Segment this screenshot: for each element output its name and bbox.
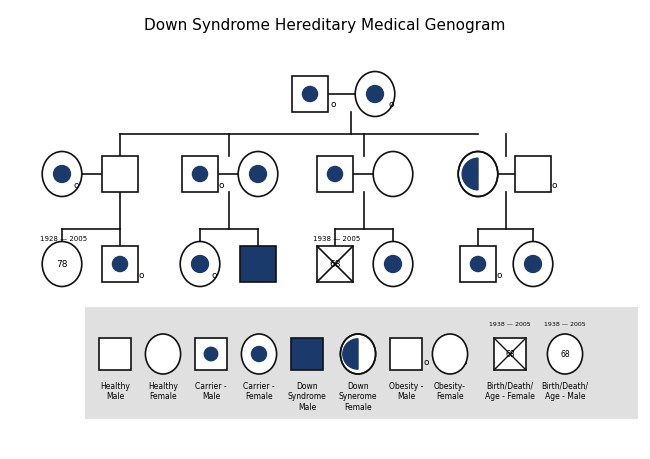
Circle shape (385, 256, 402, 273)
Text: Down
Syndrome
Male: Down Syndrome Male (287, 381, 326, 411)
Wedge shape (462, 159, 478, 190)
Text: 1928 — 2005: 1928 — 2005 (40, 235, 88, 242)
Ellipse shape (514, 242, 552, 287)
Bar (317, 246, 353, 282)
Bar (182, 157, 218, 193)
Ellipse shape (458, 152, 498, 197)
Ellipse shape (146, 334, 181, 374)
Text: o: o (73, 181, 79, 190)
Circle shape (252, 347, 266, 362)
Circle shape (367, 86, 384, 103)
Ellipse shape (241, 334, 277, 374)
Circle shape (250, 166, 266, 183)
Ellipse shape (238, 152, 278, 197)
Text: Obesity-
Female: Obesity- Female (434, 381, 466, 401)
Circle shape (192, 256, 209, 273)
Text: o: o (551, 181, 557, 190)
Bar (99, 338, 131, 370)
Text: Healthy
Male: Healthy Male (100, 381, 130, 401)
Text: o: o (423, 358, 429, 367)
Text: o: o (138, 271, 144, 280)
Text: 78: 78 (57, 260, 68, 269)
Circle shape (302, 87, 318, 102)
Bar (292, 77, 328, 113)
Ellipse shape (373, 242, 413, 287)
Bar (240, 246, 276, 282)
Ellipse shape (355, 73, 395, 117)
Text: Down
Synerome
Female: Down Synerome Female (339, 381, 377, 411)
Text: 68: 68 (505, 350, 515, 359)
Ellipse shape (180, 242, 220, 287)
Bar (317, 157, 353, 193)
Text: Carrier -
Female: Carrier - Female (243, 381, 275, 401)
Bar (102, 157, 138, 193)
Text: Obesity -
Male: Obesity - Male (389, 381, 423, 401)
Text: o: o (388, 100, 393, 109)
Text: 68: 68 (560, 350, 570, 359)
Text: Birth/Death/
Age - Male: Birth/Death/ Age - Male (541, 381, 588, 401)
Ellipse shape (373, 152, 413, 197)
Circle shape (525, 256, 541, 273)
Text: o: o (218, 181, 224, 190)
Circle shape (471, 257, 486, 272)
Bar (291, 338, 323, 370)
Text: o: o (496, 271, 502, 280)
Circle shape (53, 166, 70, 183)
Bar (494, 338, 526, 370)
Circle shape (328, 167, 343, 182)
Circle shape (204, 347, 218, 361)
Bar (515, 157, 551, 193)
Ellipse shape (42, 242, 82, 287)
Text: o: o (211, 271, 216, 280)
Text: 68: 68 (330, 260, 341, 269)
Bar (85, 308, 638, 419)
Circle shape (192, 167, 207, 182)
Text: Healthy
Female: Healthy Female (148, 381, 178, 401)
Bar (102, 246, 138, 282)
Ellipse shape (547, 334, 582, 374)
Text: o: o (462, 358, 467, 367)
Text: 1938 — 2005: 1938 — 2005 (489, 321, 531, 326)
Ellipse shape (432, 334, 467, 374)
Wedge shape (343, 339, 358, 369)
Text: 1938 — 2005: 1938 — 2005 (313, 235, 361, 242)
Bar (460, 246, 496, 282)
Text: Birth/Death/
Age - Female: Birth/Death/ Age - Female (485, 381, 535, 401)
Text: o: o (330, 100, 336, 109)
Bar (390, 338, 422, 370)
Ellipse shape (341, 334, 376, 374)
Text: Down Syndrome Hereditary Medical Genogram: Down Syndrome Hereditary Medical Genogra… (144, 18, 506, 33)
Ellipse shape (42, 152, 82, 197)
Text: Carrier -
Male: Carrier - Male (195, 381, 227, 401)
Circle shape (112, 257, 127, 272)
Bar (195, 338, 227, 370)
Text: 1938 — 2005: 1938 — 2005 (544, 321, 586, 326)
